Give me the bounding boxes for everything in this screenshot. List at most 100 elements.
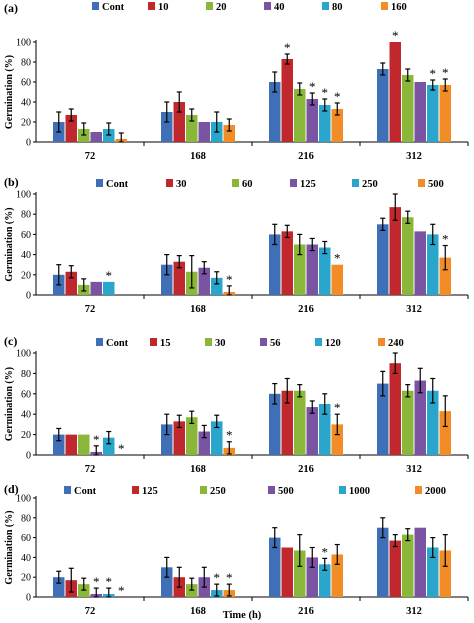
significance-marker: * bbox=[93, 432, 100, 447]
significance-marker: * bbox=[334, 400, 341, 415]
y-axis-label: Germination (%) bbox=[4, 55, 15, 129]
legend-label: 240 bbox=[388, 338, 404, 349]
legend-swatch bbox=[415, 486, 422, 494]
y-tick-label: 100 bbox=[16, 190, 31, 201]
legend-swatch bbox=[264, 2, 271, 10]
bar bbox=[389, 207, 401, 295]
y-tick-label: 80 bbox=[21, 58, 31, 69]
legend-swatch bbox=[150, 338, 157, 346]
legend-label: 500 bbox=[428, 179, 444, 190]
y-tick-label: 20 bbox=[21, 270, 31, 281]
x-axis-label: Time (h) bbox=[223, 610, 262, 621]
legend-label: 125 bbox=[300, 179, 316, 190]
legend-label: 500 bbox=[278, 486, 294, 497]
bar bbox=[186, 417, 198, 455]
bar bbox=[377, 383, 389, 455]
bar bbox=[103, 437, 115, 455]
bar bbox=[427, 547, 439, 597]
y-axis-label: Germination (%) bbox=[4, 510, 15, 584]
bar bbox=[439, 550, 451, 597]
y-tick-label: 40 bbox=[21, 98, 31, 109]
y-tick-label: 0 bbox=[26, 291, 31, 302]
bar bbox=[414, 231, 426, 295]
legend-swatch bbox=[315, 338, 322, 346]
bar bbox=[331, 109, 343, 142]
y-tick-label: 20 bbox=[21, 430, 31, 441]
bar bbox=[281, 231, 293, 295]
bar bbox=[281, 390, 293, 455]
bar bbox=[414, 527, 426, 597]
bar bbox=[319, 564, 331, 597]
x-tick-label: 312 bbox=[406, 464, 422, 475]
bar bbox=[414, 380, 426, 455]
bar bbox=[439, 257, 451, 295]
y-axis-label: Germination (%) bbox=[4, 207, 15, 281]
y-axis-label: Germination (%) bbox=[4, 367, 15, 441]
x-tick-label: 216 bbox=[298, 304, 314, 315]
bar bbox=[331, 264, 343, 295]
significance-marker: * bbox=[106, 268, 113, 283]
legend-swatch bbox=[418, 179, 425, 187]
bar bbox=[281, 59, 293, 142]
significance-marker: * bbox=[442, 65, 449, 80]
legend-label: 80 bbox=[332, 2, 343, 13]
y-tick-label: 60 bbox=[21, 78, 31, 89]
bar bbox=[269, 393, 281, 455]
legend-swatch bbox=[148, 2, 155, 10]
legend-swatch bbox=[92, 2, 99, 10]
bar bbox=[186, 115, 198, 142]
legend-swatch bbox=[268, 486, 275, 494]
legend-label: 10 bbox=[158, 2, 169, 13]
bar bbox=[198, 431, 210, 455]
y-tick-label: 0 bbox=[26, 593, 31, 604]
y-tick-label: 100 bbox=[16, 494, 31, 505]
legend-label: 120 bbox=[325, 338, 341, 349]
legend-swatch bbox=[290, 179, 297, 187]
x-tick-label: 216 bbox=[298, 464, 314, 475]
x-tick-label: 72 bbox=[85, 304, 96, 315]
x-tick-label: 72 bbox=[85, 151, 96, 162]
bar bbox=[269, 537, 281, 597]
bar bbox=[306, 407, 318, 455]
bar bbox=[306, 557, 318, 597]
bar bbox=[439, 85, 451, 142]
legend-swatch bbox=[200, 486, 207, 494]
legend-swatch bbox=[206, 2, 213, 10]
legend-label: 2000 bbox=[425, 486, 446, 497]
legend-label: 40 bbox=[274, 2, 285, 13]
bar bbox=[211, 421, 223, 455]
x-tick-label: 168 bbox=[190, 304, 206, 315]
legend-swatch bbox=[232, 179, 239, 187]
bar bbox=[294, 89, 306, 142]
bar bbox=[294, 390, 306, 455]
x-tick-label: 168 bbox=[190, 151, 206, 162]
bar bbox=[389, 363, 401, 455]
bar bbox=[427, 390, 439, 455]
legend-label: 15 bbox=[160, 338, 171, 349]
significance-marker: * bbox=[392, 28, 399, 43]
bar bbox=[402, 75, 414, 142]
bar bbox=[161, 264, 173, 295]
bar bbox=[65, 434, 77, 455]
x-tick-label: 312 bbox=[406, 606, 422, 617]
legend-swatch bbox=[352, 179, 359, 187]
legend-label: 125 bbox=[142, 486, 158, 497]
x-tick-label: 168 bbox=[190, 464, 206, 475]
significance-marker: * bbox=[322, 85, 329, 100]
bar bbox=[377, 224, 389, 295]
bar bbox=[211, 277, 223, 295]
y-tick-label: 20 bbox=[21, 573, 31, 584]
legend-label: 250 bbox=[362, 179, 378, 190]
significance-marker: * bbox=[284, 40, 291, 55]
bar bbox=[319, 105, 331, 142]
bar bbox=[306, 244, 318, 295]
bar bbox=[294, 550, 306, 597]
y-tick-label: 40 bbox=[21, 553, 31, 564]
bar bbox=[53, 577, 65, 597]
bar bbox=[65, 271, 77, 295]
y-tick-label: 40 bbox=[21, 410, 31, 421]
x-tick-label: 72 bbox=[85, 606, 96, 617]
